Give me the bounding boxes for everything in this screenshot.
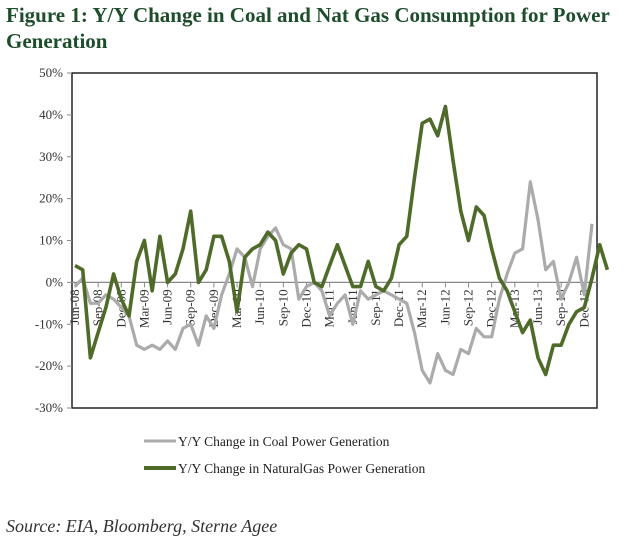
y-tick-label: 30%: [39, 149, 63, 164]
series-group: [73, 104, 610, 385]
y-tick-label: 20%: [39, 191, 63, 206]
x-tick-label: Sep-10: [275, 289, 290, 326]
x-axis: Jun-08 Sep-08 Dec-08 Mar-09 Jun-09 Sep-09 Dec-…: [67, 282, 591, 328]
chart-title: Figure 1: Y/Y Change in Coal and Nat Gas…: [6, 3, 610, 53]
x-tick-label: Mar-09: [136, 289, 151, 328]
legend-label-coal: Y/Y Change in Coal Power Generation: [178, 434, 390, 449]
y-tick-label: 50%: [39, 65, 63, 80]
y-tick-label: 0%: [46, 274, 64, 289]
legend-label-gas: Y/Y Change in NaturalGas Power Generatio…: [178, 461, 426, 476]
x-tick-label: Mar-12: [414, 289, 429, 328]
series-line-natural-gas: [74, 104, 610, 377]
legend: Y/Y Change in Coal Power Generation Y/Y …: [144, 434, 426, 476]
x-tick-label: Sep-13: [553, 289, 568, 326]
x-tick-label: Sep-09: [183, 289, 198, 326]
y-axis: -30% -20% -10% 0% 10% 20% 30% 40% 50%: [35, 65, 72, 415]
x-tick-label: Jun-13: [530, 289, 545, 324]
x-tick-label: Dec-11: [391, 289, 406, 327]
y-tick-label: -10%: [35, 316, 63, 331]
y-tick-label: -20%: [35, 358, 63, 373]
y-tick-label: 10%: [39, 233, 63, 248]
x-tick-label: Jun-10: [252, 289, 267, 324]
series-line-coal: [73, 180, 594, 385]
y-tick-label: 40%: [39, 107, 63, 122]
source-note: Source: EIA, Bloomberg, Sterne Agee: [6, 516, 278, 536]
plot-frame: [71, 72, 598, 409]
x-tick-label: Jun-09: [160, 289, 175, 324]
x-tick-label: Dec-10: [298, 289, 313, 327]
x-tick-label: Jun-12: [437, 289, 452, 324]
y-tick-label: -30%: [35, 400, 63, 415]
x-tick-label: Jun-08: [67, 289, 82, 324]
x-tick-label: Sep-12: [461, 289, 476, 326]
